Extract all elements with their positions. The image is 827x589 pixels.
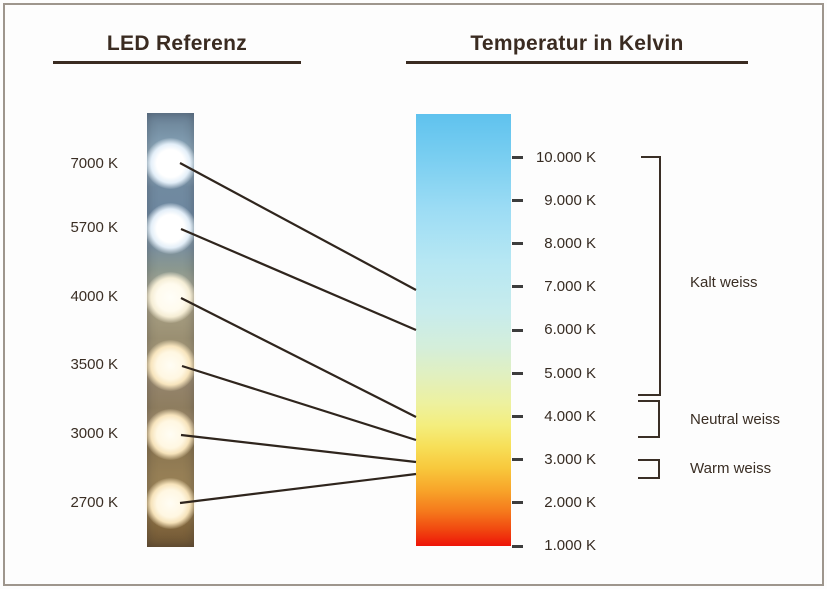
kelvin-gradient-bar <box>416 114 511 546</box>
scale-label-9000k: 9.000 K <box>544 192 596 209</box>
connector-line-2700k <box>179 472 417 505</box>
range-label-neutral-weiss: Neutral weiss <box>690 411 781 428</box>
scale-tick-10000k <box>512 156 523 159</box>
scale-label-7000k: 7.000 K <box>544 278 596 295</box>
scale-label-3000k: 3.000 K <box>544 451 596 468</box>
led-label-7000k: 7000 K <box>70 155 118 172</box>
led-glow-3000k <box>145 409 196 460</box>
scale-label-5000k: 5.000 K <box>544 365 596 382</box>
bracket-neutral-weiss <box>638 400 660 438</box>
scale-label-6000k: 6.000 K <box>544 321 596 338</box>
led-glow-7000k <box>145 138 196 189</box>
scale-label-1000k: 1.000 K <box>544 537 596 554</box>
scale-tick-9000k <box>512 199 523 202</box>
connector-line-5700k <box>180 227 417 332</box>
scale-tick-3000k <box>512 458 523 461</box>
scale-tick-4000k <box>512 415 523 418</box>
led-glow-3500k <box>145 340 196 391</box>
scale-label-2000k: 2.000 K <box>544 494 596 511</box>
connector-line-7000k <box>179 162 417 291</box>
led-glow-4000k <box>145 272 196 323</box>
scale-label-10000k: 10.000 K <box>535 149 596 166</box>
scale-tick-5000k <box>512 372 523 375</box>
led-label-3000k: 3000 K <box>70 425 118 442</box>
scale-label-8000k: 8.000 K <box>544 235 596 252</box>
led-section-title: LED Referenz <box>106 32 248 55</box>
bracket-warm-weiss <box>638 459 660 479</box>
led-label-5700k: 5700 K <box>70 219 118 236</box>
led-label-2700k: 2700 K <box>70 494 118 511</box>
bracket-kalt-weiss <box>638 156 661 396</box>
scale-tick-2000k <box>512 501 523 504</box>
range-brackets <box>638 156 661 479</box>
range-label-warm-weiss: Warm weiss <box>690 460 772 477</box>
led-glow-2700k <box>145 478 196 529</box>
connector-line-3500k <box>181 364 417 442</box>
kelvin-section-title: Temperatur in Kelvin <box>470 32 684 55</box>
led-title-underline <box>53 61 301 64</box>
scale-label-4000k: 4.000 K <box>544 408 596 425</box>
connector-line-4000k <box>180 297 417 418</box>
led-label-4000k: 4000 K <box>70 288 118 305</box>
led-glow-5700k <box>145 203 196 254</box>
scale-tick-7000k <box>512 285 523 288</box>
led-strip-image <box>145 113 196 547</box>
connector-lines <box>179 162 417 505</box>
page-frame <box>3 3 824 586</box>
connector-line-3000k <box>180 433 417 464</box>
kelvin-title-underline <box>406 61 748 64</box>
scale-tick-6000k <box>512 329 523 332</box>
scale-tick-8000k <box>512 242 523 245</box>
scale-tick-1000k <box>512 545 523 548</box>
led-label-3500k: 3500 K <box>70 356 118 373</box>
range-label-kalt-weiss: Kalt weiss <box>690 274 758 291</box>
